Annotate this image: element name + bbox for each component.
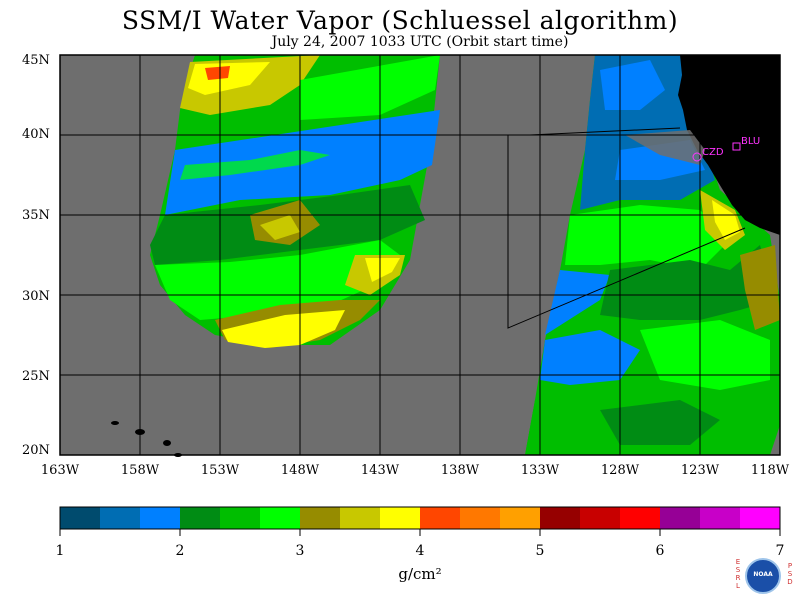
colorbar-swatch: [60, 507, 101, 529]
colorbar-label-3: 3: [295, 543, 305, 559]
colorbar-frame: [59, 506, 781, 530]
colorbar-swatch: [380, 507, 421, 529]
colorbar-swatch: [700, 507, 741, 529]
colorbar-swatch: [460, 507, 501, 529]
station-markers: [692, 142, 741, 162]
lon-label-138w: 138W: [440, 463, 480, 478]
map-frame: [59, 54, 781, 456]
lon-label-123w: 123W: [680, 463, 720, 478]
station-marker-blu: [732, 142, 741, 151]
colorbar-label-2: 2: [175, 543, 185, 559]
colorbar-swatch: [660, 507, 701, 529]
no-data-strip: [625, 130, 705, 165]
colorbar-swatch: [500, 507, 541, 529]
right-swath: [525, 55, 780, 455]
lat-label-20n: 20N: [22, 443, 50, 458]
noaa-seal-icon: NOAA: [745, 558, 781, 594]
lon-label-133w: 133W: [520, 463, 560, 478]
lat-label-25n: 25N: [22, 369, 50, 384]
colorbar-swatch: [620, 507, 661, 529]
lon-label-143w: 143W: [360, 463, 400, 478]
colorbar-swatch: [540, 507, 581, 529]
lon-label-128w: 128W: [600, 463, 640, 478]
lon-label-118w: 118W: [750, 463, 790, 478]
flight-track: [507, 127, 746, 329]
colorbar-swatch: [180, 507, 221, 529]
left-swath: [150, 55, 440, 348]
colorbar-swatch: [340, 507, 381, 529]
colorbar-swatch: [420, 507, 461, 529]
colorbar-swatch: [300, 507, 341, 529]
land-mass: [678, 55, 780, 235]
lat-label-35n: 35N: [22, 208, 50, 223]
station-label-czd: CZD: [702, 147, 724, 158]
colorbar-label-4: 4: [415, 543, 425, 559]
lat-label-45n: 45N: [22, 53, 50, 68]
colorbar-unit: g/cm²: [398, 565, 442, 583]
lat-lon-grid: [60, 55, 780, 455]
station-label-blu: BLU: [741, 136, 761, 147]
lon-label-158w: 158W: [120, 463, 160, 478]
lon-label-153w: 153W: [200, 463, 240, 478]
map-title: SSM/I Water Vapor (Schluessel algorithm): [121, 6, 679, 35]
colorbar-swatch: [140, 507, 181, 529]
colorbar: [59, 507, 781, 536]
colorbar-swatch: [740, 507, 781, 529]
colorbar-label-7: 7: [775, 543, 785, 559]
lon-label-148w: 148W: [280, 463, 320, 478]
station-marker-czd: [692, 152, 702, 162]
colorbar-label-5: 5: [535, 543, 545, 559]
colorbar-swatch: [220, 507, 261, 529]
colorbar-swatch: [260, 507, 301, 529]
colorbar-swatch: [580, 507, 621, 529]
lon-label-163w: 163W: [40, 463, 80, 478]
colorbar-swatch: [100, 507, 141, 529]
lat-label-30n: 30N: [22, 289, 50, 304]
colorbar-label-6: 6: [655, 543, 665, 559]
colorbar-label-1: 1: [55, 543, 65, 559]
map-subtitle: July 24, 2007 1033 UTC (Orbit start time…: [271, 34, 569, 50]
lat-label-40n: 40N: [22, 127, 50, 142]
